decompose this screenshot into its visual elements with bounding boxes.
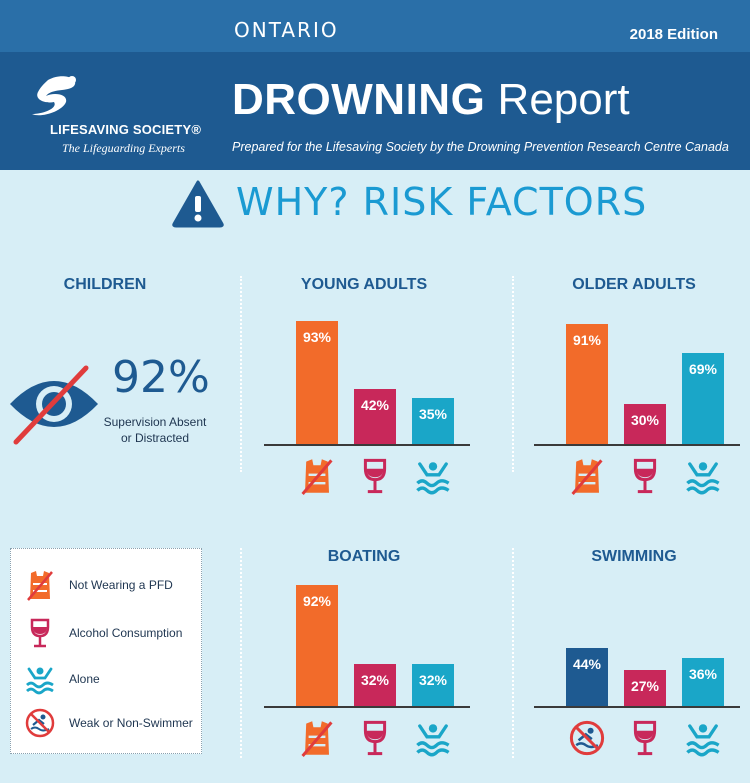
edition-label: 2018 Edition — [629, 26, 718, 43]
report-title-bold: DROWNING — [232, 75, 486, 124]
lifesaving-society-logo: LIFESAVING SOCIETY® The Lifeguarding Exp… — [28, 74, 203, 162]
wine-glass-icon — [357, 716, 393, 760]
children-caption: Supervision Absent or Distracted — [100, 414, 210, 446]
report-subtitle: Prepared for the Lifesaving Society by t… — [232, 140, 729, 154]
wine-glass-icon — [357, 454, 393, 498]
no-swimming-icon — [25, 707, 55, 739]
wine-glass-icon — [627, 716, 663, 760]
legend-item: Not Wearing a PFD — [25, 569, 173, 601]
swimmer-alone-icon — [685, 716, 721, 760]
bar-alcohol: 27% — [624, 670, 666, 706]
bar-alone: 69% — [682, 353, 724, 444]
logo-name: LIFESAVING SOCIETY® — [50, 122, 202, 137]
legend-item: Alone — [25, 663, 100, 695]
region-label: ONTARIO — [234, 18, 339, 42]
chart-title: OLDER ADULTS — [572, 276, 696, 293]
chart-baseline — [534, 444, 740, 446]
bar-value-label: 92% — [302, 593, 332, 609]
bar-alone: 36% — [682, 658, 724, 706]
bar-alcohol: 42% — [354, 389, 396, 444]
title-banner — [0, 52, 750, 170]
life-jacket-crossed-icon — [299, 716, 335, 760]
life-jacket-crossed-icon — [299, 454, 335, 498]
no-swimming-icon — [569, 716, 605, 760]
chart-title: SWIMMING — [591, 548, 677, 565]
life-jacket-crossed-icon — [569, 454, 605, 498]
bar-pfd: 92% — [296, 585, 338, 706]
bar-alone: 32% — [412, 664, 454, 706]
children-caption-line2: or Distracted — [120, 431, 190, 445]
bar-value-label: 93% — [302, 329, 332, 345]
wine-glass-icon — [627, 454, 663, 498]
legend-label: Weak or Non-Swimmer — [69, 716, 193, 730]
bar-non_swimmer: 44% — [566, 648, 608, 706]
eye-crossed-icon — [10, 365, 98, 445]
bar-value-label: 35% — [418, 406, 448, 422]
warning-icon — [172, 180, 224, 228]
bar-value-label: 42% — [360, 397, 390, 413]
report-title: DROWNING Report — [232, 76, 630, 124]
chart-baseline — [534, 706, 740, 708]
legend-label: Alone — [69, 672, 100, 686]
divider — [240, 276, 242, 472]
bar-alone: 35% — [412, 398, 454, 444]
chart-title: BOATING — [327, 548, 401, 565]
swimmer-alone-icon — [685, 454, 721, 498]
chart-baseline — [264, 706, 470, 708]
swimmer-alone-icon — [25, 663, 55, 695]
life-jacket-crossed-icon — [25, 569, 55, 601]
bar-value-label: 36% — [688, 666, 718, 682]
swimmer-alone-icon — [415, 454, 451, 498]
legend: Not Wearing a PFD Alcohol Consumption Al… — [10, 548, 202, 754]
bar-value-label: 91% — [572, 332, 602, 348]
divider — [512, 548, 514, 758]
bar-value-label: 44% — [572, 656, 602, 672]
logo-tagline: The Lifeguarding Experts — [62, 141, 185, 155]
chart-baseline — [264, 444, 470, 446]
lifesaver-swirl-icon — [32, 76, 76, 116]
children-caption-line1: Supervision Absent — [103, 415, 207, 429]
bar-value-label: 30% — [630, 412, 660, 428]
divider — [240, 548, 242, 758]
legend-item: Alcohol Consumption — [25, 617, 182, 649]
divider — [512, 276, 514, 472]
children-percentage: 92% — [112, 352, 210, 403]
bar-alcohol: 32% — [354, 664, 396, 706]
swimmer-alone-icon — [415, 716, 451, 760]
wine-glass-icon — [25, 617, 55, 649]
bar-alcohol: 30% — [624, 404, 666, 444]
legend-item: Weak or Non-Swimmer — [25, 707, 193, 739]
bar-value-label: 27% — [630, 678, 660, 694]
legend-label: Alcohol Consumption — [69, 626, 183, 640]
bar-pfd: 93% — [296, 321, 338, 444]
bar-value-label: 32% — [360, 672, 390, 688]
report-title-rest: Report — [497, 75, 630, 124]
legend-label: Not Wearing a PFD — [69, 578, 173, 592]
children-panel-title: CHILDREN — [63, 276, 147, 293]
chart-title: YOUNG ADULTS — [300, 276, 428, 293]
bar-value-label: 32% — [418, 672, 448, 688]
bar-pfd: 91% — [566, 324, 608, 444]
section-title: WHY? RISK FACTORS — [236, 180, 648, 224]
bar-value-label: 69% — [688, 361, 718, 377]
top-bar — [0, 0, 750, 52]
